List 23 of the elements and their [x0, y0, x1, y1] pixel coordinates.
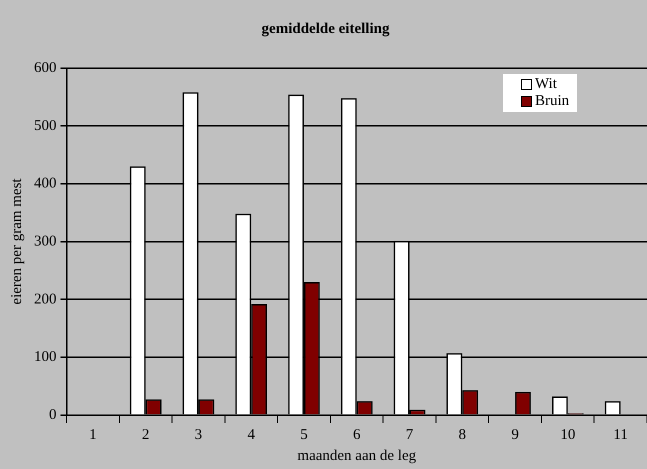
x-tick-label: 2	[142, 426, 150, 443]
x-tick-label: 8	[458, 426, 466, 443]
x-tick-label: 1	[89, 426, 97, 443]
legend-label: Bruin	[535, 93, 570, 110]
y-tick-label: 500	[34, 118, 56, 134]
legend-label: Wit	[535, 76, 557, 93]
y-tick-label: 300	[34, 233, 56, 250]
x-tick-label: 3	[194, 426, 202, 443]
chart-title: gemiddelde eitelling	[262, 20, 390, 37]
y-tick-label: 400	[34, 176, 56, 192]
y-tick-label: 600	[34, 60, 56, 76]
x-tick-label: 6	[353, 426, 361, 443]
x-tick-label: 9	[511, 426, 519, 443]
x-tick-label: 10	[560, 426, 576, 443]
y-tick-label: 200	[34, 291, 56, 308]
x-tick-label: 11	[613, 426, 628, 443]
y-tick-label: 0	[49, 406, 56, 423]
x-tick-label: 5	[300, 426, 308, 443]
x-axis-title: maanden aan de leg	[297, 448, 417, 464]
x-tick-label: 7	[406, 426, 414, 443]
y-axis-title: eieren per gram mest	[8, 178, 25, 305]
y-tick-label: 100	[34, 349, 56, 366]
x-tick-label: 4	[247, 426, 256, 443]
